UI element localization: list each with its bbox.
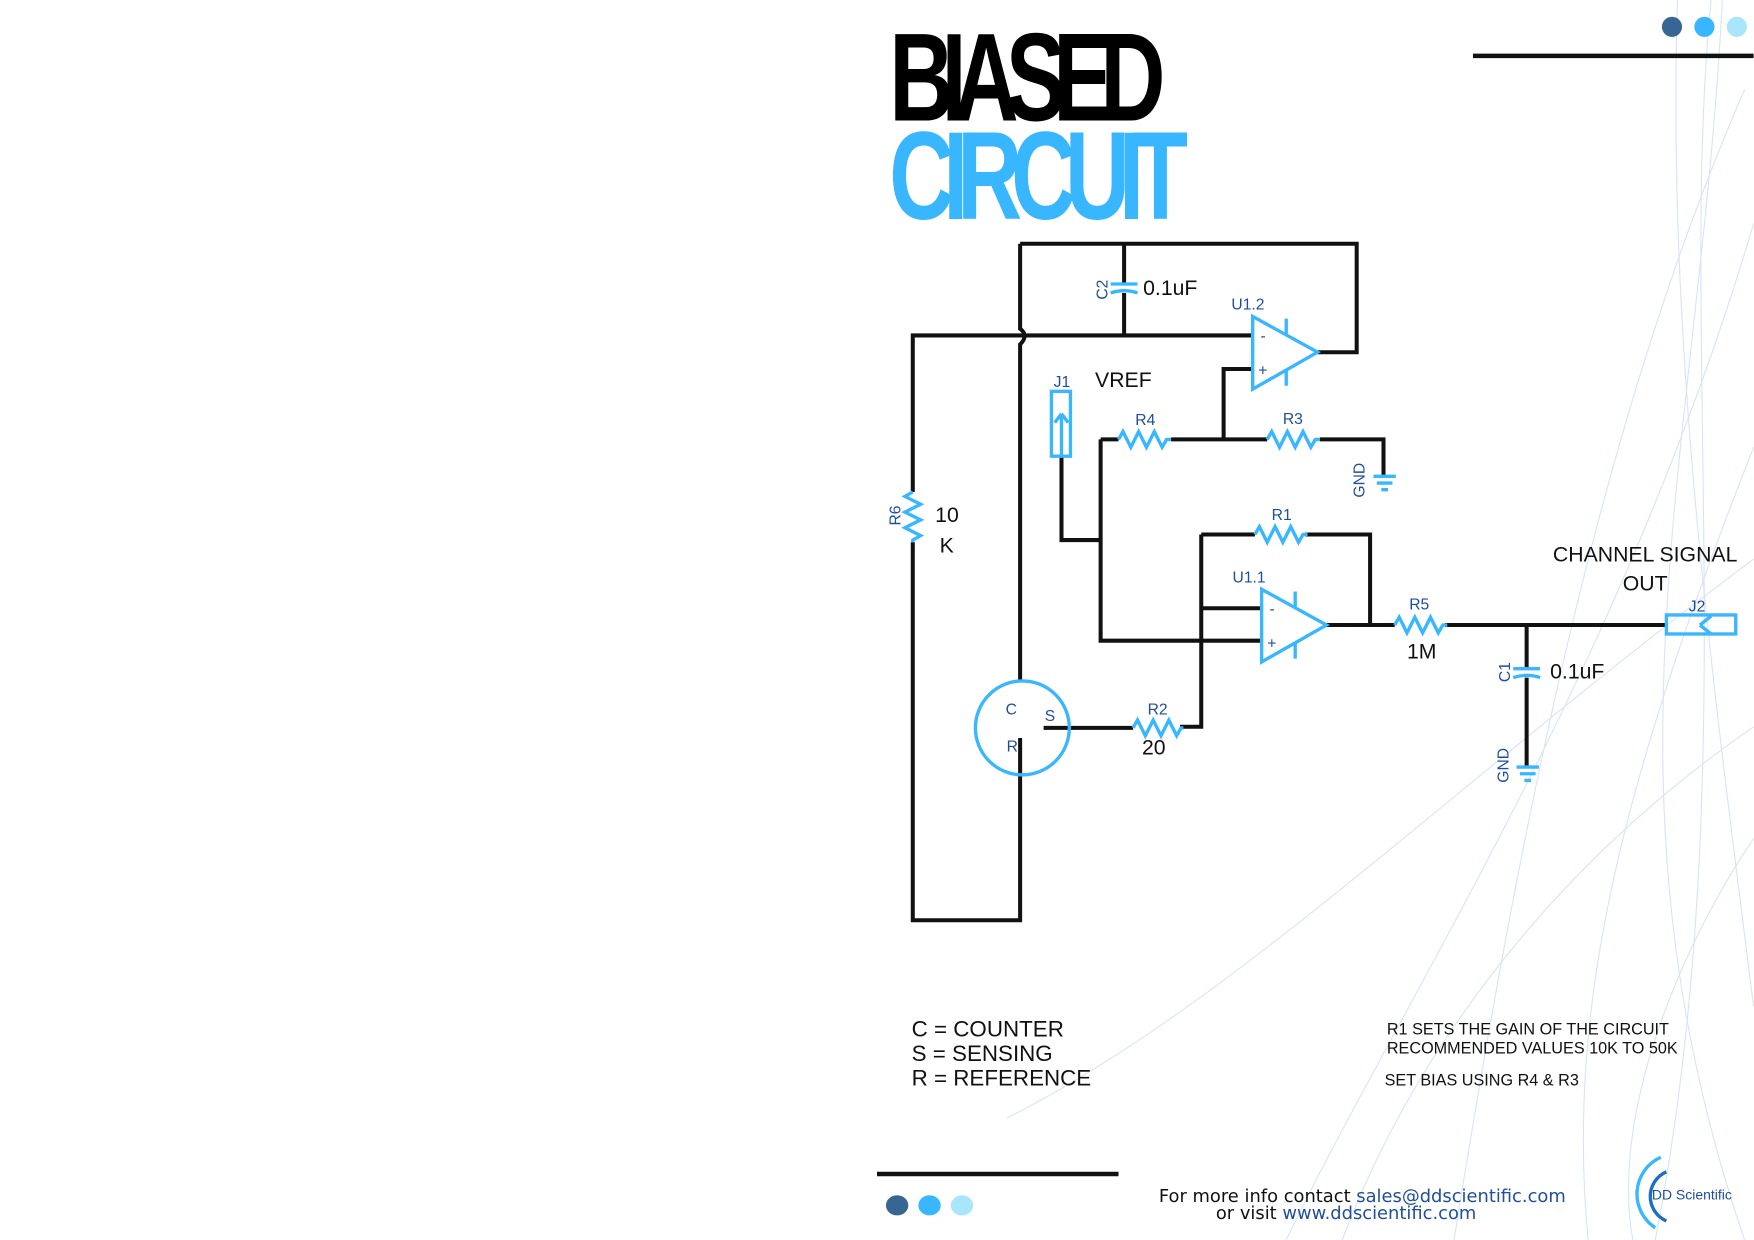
- logo-text: DD Scientific: [1652, 1187, 1732, 1203]
- svg-text:GND: GND: [1496, 748, 1513, 783]
- dot-mid: [1694, 16, 1715, 37]
- svg-text:-: -: [1269, 601, 1274, 618]
- sensor: C S R: [973, 679, 1071, 777]
- opamp-u1-2: U1.2 - +: [1231, 297, 1321, 392]
- wires: [910, 241, 1667, 923]
- svg-text:R1 SETS THE GAIN OF THE CIRCUI: R1 SETS THE GAIN OF THE CIRCUIT: [1387, 1020, 1669, 1038]
- svg-text:20: 20: [1142, 736, 1166, 760]
- svg-text:1M: 1M: [1407, 640, 1437, 664]
- notes: R1 SETS THE GAIN OF THE CIRCUIT RECOMMEN…: [1385, 1020, 1678, 1089]
- capacitor-c2: C2 0.1uF: [1094, 276, 1197, 300]
- svg-text:C2: C2: [1094, 280, 1111, 300]
- top-decoration: [1472, 16, 1754, 59]
- svg-text:OUT: OUT: [1623, 571, 1668, 595]
- resistor-r1: R1: [1253, 507, 1308, 547]
- svg-text:J2: J2: [1689, 599, 1706, 616]
- bottom-decoration: [877, 1171, 1119, 1216]
- svg-text:For more info contact sales@dd: For more info contact sales@ddscientific…: [1159, 1186, 1566, 1207]
- background-waves: [1006, 0, 1754, 1240]
- svg-text:C: C: [1006, 701, 1017, 718]
- dot-dark: [885, 1195, 909, 1216]
- connector-j1[interactable]: J1 VREF: [1049, 368, 1152, 458]
- svg-text:-: -: [1261, 328, 1266, 345]
- website-link[interactable]: www.ddscientific.com: [1282, 1203, 1476, 1224]
- svg-text:R6: R6: [887, 505, 904, 525]
- channel-signal-out-label: CHANNEL SIGNAL OUT: [1553, 542, 1738, 595]
- svg-text:RECOMMENDED VALUES 10K TO 50K: RECOMMENDED VALUES 10K TO 50K: [1387, 1039, 1678, 1057]
- svg-text:S = SENSING: S = SENSING: [912, 1041, 1053, 1066]
- ground-1: GND: [1352, 463, 1396, 498]
- dot-mid: [918, 1195, 941, 1216]
- title-line-1: BIASED: [889, 8, 1165, 148]
- opamp-u1-1: U1.1 - +: [1233, 570, 1330, 665]
- svg-text:C = COUNTER: C = COUNTER: [912, 1017, 1064, 1042]
- svg-text:+: +: [1258, 363, 1267, 380]
- svg-text:0.1uF: 0.1uF: [1143, 276, 1197, 300]
- svg-text:R3: R3: [1283, 411, 1303, 428]
- title: BIASED CIRCUIT: [889, 8, 1188, 246]
- connector-j2[interactable]: J2: [1664, 599, 1738, 636]
- svg-text:S: S: [1045, 708, 1055, 725]
- svg-text:R2: R2: [1148, 701, 1168, 718]
- svg-text:+: +: [1267, 636, 1276, 653]
- svg-text:R1: R1: [1272, 507, 1292, 524]
- dot-light: [950, 1195, 974, 1216]
- resistor-r4: R4: [1117, 412, 1172, 452]
- svg-text:SET BIAS USING R4 & R3: SET BIAS USING R4 & R3: [1385, 1072, 1579, 1090]
- svg-text:R5: R5: [1409, 596, 1429, 613]
- svg-text:10: 10: [935, 503, 959, 527]
- svg-text:U1.1: U1.1: [1233, 570, 1266, 587]
- logo-arc-inner: [1648, 1170, 1668, 1223]
- svg-text:R: R: [1007, 738, 1018, 755]
- dot-dark: [1661, 16, 1683, 37]
- ground-2: GND: [1496, 748, 1539, 783]
- svg-text:or visit www.ddscientific.com: or visit www.ddscientific.com: [1216, 1203, 1476, 1224]
- pin-legend: C = COUNTER S = SENSING R = REFERENCE: [912, 1017, 1092, 1091]
- resistor-r6: R6 10 K: [887, 490, 959, 557]
- resistor-r2: R2 20: [1131, 701, 1184, 760]
- resistor-r5: R5 1M: [1393, 596, 1448, 664]
- svg-text:U1.2: U1.2: [1231, 297, 1264, 314]
- footer-contact: For more info contact sales@ddscientific…: [1159, 1186, 1566, 1224]
- svg-text:C1: C1: [1497, 662, 1514, 682]
- resistor-r3: R3: [1265, 411, 1320, 452]
- svg-text:VREF: VREF: [1095, 368, 1152, 392]
- svg-text:R4: R4: [1135, 412, 1155, 429]
- svg-text:R = REFERENCE: R = REFERENCE: [912, 1066, 1092, 1091]
- svg-text:K: K: [940, 533, 954, 557]
- svg-text:J1: J1: [1054, 374, 1071, 391]
- capacitor-c1: C1 0.1uF: [1497, 660, 1605, 684]
- svg-text:CHANNEL SIGNAL: CHANNEL SIGNAL: [1553, 542, 1738, 566]
- title-line-2: CIRCUIT: [889, 107, 1188, 247]
- svg-text:GND: GND: [1352, 463, 1369, 498]
- svg-text:0.1uF: 0.1uF: [1550, 660, 1604, 684]
- logo: DD Scientific: [1635, 1155, 1732, 1230]
- dot-light: [1726, 16, 1747, 37]
- email-link[interactable]: sales@ddscientific.com: [1356, 1186, 1565, 1207]
- logo-arc-outer: [1635, 1155, 1662, 1230]
